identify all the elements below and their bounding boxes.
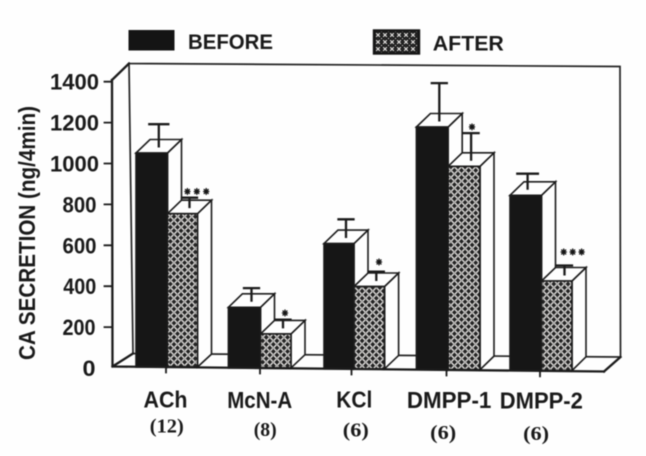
svg-text:(6): (6) — [523, 423, 549, 445]
svg-text:1000: 1000 — [50, 152, 99, 177]
svg-text:(8): (8) — [254, 419, 277, 441]
svg-text:800: 800 — [63, 192, 97, 217]
svg-text:0: 0 — [83, 356, 96, 381]
svg-text:McN-A: McN-A — [227, 387, 292, 413]
svg-text:CA SECRETION (ng/4min): CA SECRETION (ng/4min) — [14, 106, 40, 360]
svg-text:DMPP-1: DMPP-1 — [407, 387, 492, 413]
svg-text:KCl: KCl — [336, 387, 372, 413]
svg-text:(6): (6) — [430, 422, 456, 444]
svg-text:(6): (6) — [343, 420, 369, 442]
svg-text:ACh: ACh — [144, 386, 188, 412]
svg-text:1400: 1400 — [50, 70, 99, 95]
svg-text:200: 200 — [63, 315, 96, 340]
svg-text:BEFORE: BEFORE — [188, 31, 273, 54]
svg-text:600: 600 — [63, 233, 97, 258]
svg-text:(12): (12) — [150, 416, 184, 438]
svg-text:DMPP-2: DMPP-2 — [500, 388, 583, 414]
svg-text:AFTER: AFTER — [433, 33, 504, 56]
svg-text:400: 400 — [63, 274, 96, 299]
svg-text:1200: 1200 — [50, 111, 99, 136]
